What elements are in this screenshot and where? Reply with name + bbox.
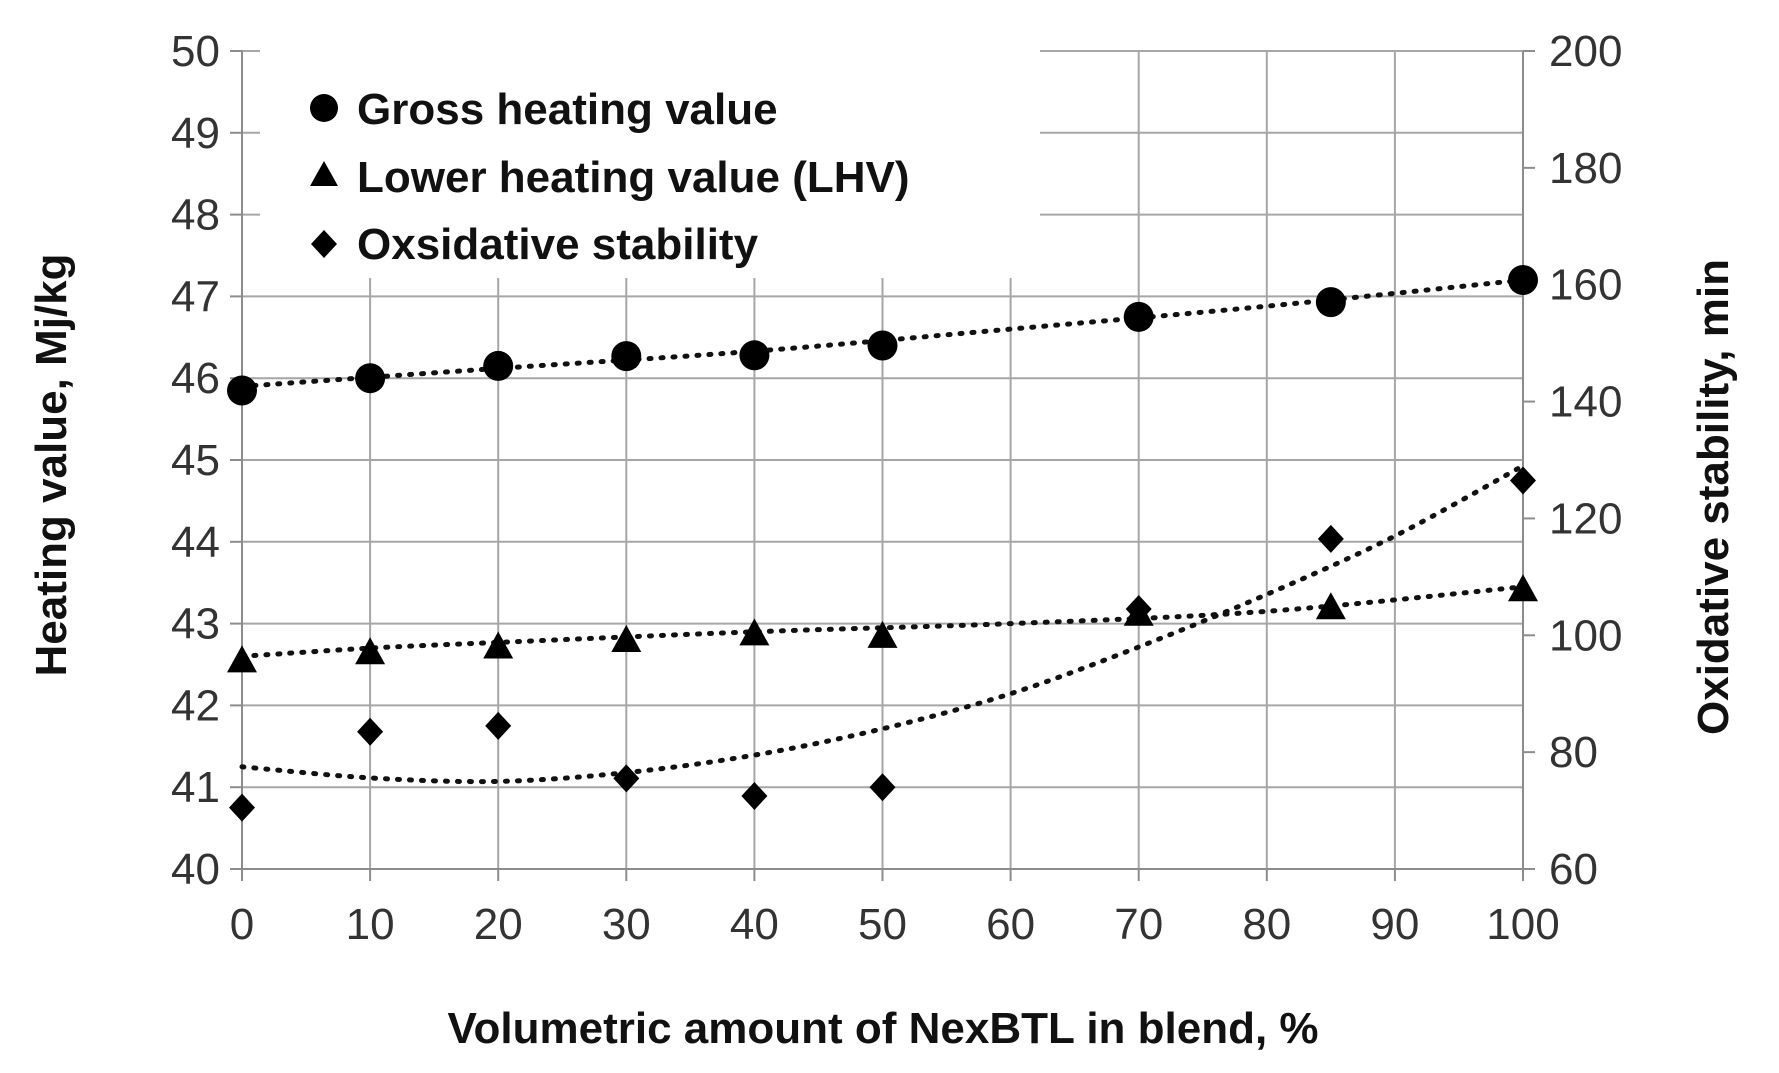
- data-point-gross: [483, 350, 514, 381]
- legend-label-gross: Gross heating value: [357, 85, 778, 134]
- y2-tick-label: 180: [1549, 144, 1622, 193]
- data-point-lhv: [1315, 592, 1346, 620]
- x-tick-label: 10: [346, 900, 395, 949]
- x-tick-label: 80: [1242, 900, 1291, 949]
- data-point-gross: [227, 375, 257, 406]
- x-tick-label: 40: [730, 900, 779, 949]
- x-tick-label: 70: [1114, 900, 1163, 949]
- x-tick-label: 20: [474, 900, 523, 949]
- trendlines: [239, 277, 1526, 785]
- trendline-oxidative: [239, 463, 1526, 785]
- data-point-lhv: [1508, 574, 1538, 602]
- x-tick-label: 30: [602, 900, 651, 949]
- data-point-lhv: [867, 620, 898, 648]
- data-point-lhv: [483, 631, 514, 659]
- x-tick-label: 90: [1370, 900, 1419, 949]
- y2-tick-label: 80: [1549, 728, 1598, 777]
- y-tick-label: 41: [171, 763, 220, 812]
- axes: [230, 50, 1535, 881]
- y2-tick-label: 160: [1549, 261, 1622, 310]
- legend-background: [260, 48, 1040, 278]
- y-tick-label: 45: [171, 436, 220, 485]
- tick-labels: 0 10 20 30 40 50 60 70 80 90 100 40 41 42 43 44 45 46 47 48…: [171, 27, 1622, 949]
- data-point-oxidative: [869, 773, 896, 802]
- data-point-oxidative: [741, 781, 768, 810]
- legend-triangle-marker: [310, 161, 338, 186]
- y-tick-label: 50: [171, 27, 220, 76]
- data-point-lhv: [611, 624, 642, 652]
- x-tick-label: 50: [858, 900, 907, 949]
- y2-tick-label: 100: [1549, 611, 1622, 660]
- legend-label-oxidative: Oxsidative stability: [357, 220, 759, 269]
- x-tick-label: 100: [1486, 900, 1559, 949]
- legend: Gross heating value Lower heating value …: [260, 48, 1040, 278]
- trendline-lhv: [239, 584, 1526, 659]
- data-point-gross: [611, 341, 642, 372]
- data-point-gross: [1508, 265, 1538, 296]
- legend-diamond-marker: [311, 230, 337, 258]
- data-point-lhv: [739, 618, 770, 646]
- data-point-gross: [739, 340, 770, 371]
- y-tick-label: 44: [171, 518, 220, 567]
- data-point-oxidative: [1510, 466, 1536, 495]
- y2-axis-title: Oxidative stability, min: [1689, 259, 1738, 735]
- data-point-gross: [355, 363, 386, 394]
- legend-circle-marker: [310, 94, 338, 122]
- y-axis-title: Heating value, Mj/kg: [27, 254, 76, 677]
- data-point-gross: [1123, 301, 1154, 332]
- data-point-oxidative: [613, 764, 640, 793]
- y-tick-label: 46: [171, 354, 220, 403]
- x-axis-title: Volumetric amount of NexBTL in blend, %: [447, 1004, 1318, 1053]
- y-tick-label: 49: [171, 109, 220, 158]
- data-point-lhv: [355, 637, 386, 665]
- data-point-oxidative: [1125, 594, 1152, 623]
- data-points: [227, 265, 1538, 822]
- data-point-gross: [867, 330, 898, 361]
- data-point-oxidative: [485, 711, 512, 740]
- y-tick-label: 47: [171, 272, 220, 321]
- data-point-oxidative: [357, 717, 384, 746]
- x-tick-label: 60: [986, 900, 1035, 949]
- data-point-oxidative: [229, 793, 255, 822]
- y-tick-label: 40: [171, 845, 220, 894]
- data-point-gross: [1315, 287, 1346, 318]
- y2-tick-label: 140: [1549, 378, 1622, 427]
- x-tick-label: 0: [230, 900, 254, 949]
- y-tick-label: 48: [171, 191, 220, 240]
- data-point-oxidative: [1317, 524, 1344, 553]
- legend-label-lhv: Lower heating value (LHV): [357, 153, 910, 202]
- y2-tick-label: 200: [1549, 27, 1622, 76]
- y-tick-label: 42: [171, 681, 220, 730]
- data-point-lhv: [227, 645, 257, 673]
- y2-tick-label: 60: [1549, 845, 1598, 894]
- y-tick-label: 43: [171, 600, 220, 649]
- y2-tick-label: 120: [1549, 494, 1622, 543]
